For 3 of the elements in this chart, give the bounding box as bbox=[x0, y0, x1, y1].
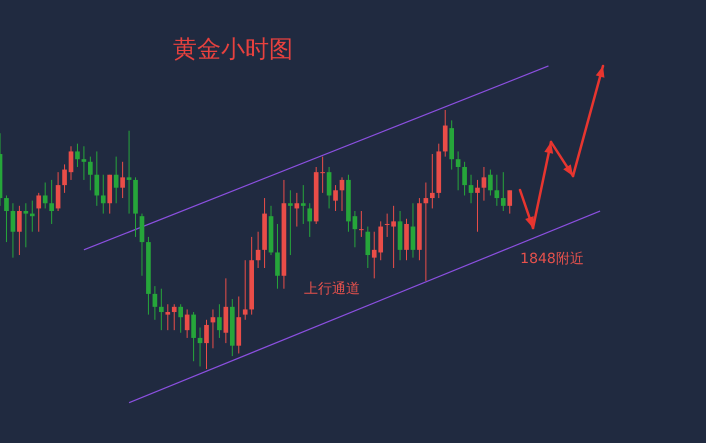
chart-title: 黄金小时图 bbox=[173, 35, 293, 63]
annotation: 1848附近 bbox=[520, 251, 584, 267]
annotation: 上行通道 bbox=[304, 281, 360, 297]
